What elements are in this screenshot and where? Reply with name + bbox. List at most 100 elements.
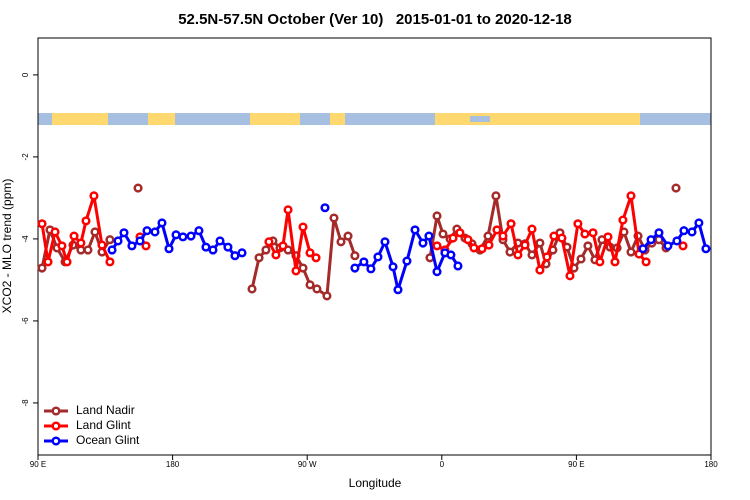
data-point bbox=[424, 231, 434, 241]
data-point bbox=[178, 232, 188, 242]
data-point bbox=[322, 291, 332, 301]
legend-swatch-point bbox=[51, 406, 61, 416]
data-point bbox=[359, 257, 369, 267]
y-axis-label: XCO2 - MLO trend (ppm) bbox=[0, 179, 14, 314]
data-point bbox=[492, 225, 502, 235]
data-point bbox=[350, 263, 360, 273]
y-tick-label: 0 bbox=[21, 72, 30, 77]
data-point bbox=[694, 218, 704, 228]
data-point bbox=[50, 227, 60, 237]
x-tick-label: 180 bbox=[166, 460, 180, 469]
data-point bbox=[366, 264, 376, 274]
plot-frame bbox=[37, 37, 712, 456]
data-point bbox=[350, 251, 360, 261]
data-point bbox=[37, 263, 47, 273]
data-point bbox=[535, 265, 545, 275]
data-point bbox=[37, 219, 47, 229]
data-point bbox=[329, 213, 339, 223]
data-point bbox=[388, 262, 398, 272]
data-point bbox=[90, 227, 100, 237]
ocean-patch bbox=[38, 113, 52, 125]
data-point bbox=[133, 183, 143, 193]
data-point bbox=[671, 183, 681, 193]
data-point bbox=[105, 257, 115, 267]
data-point bbox=[678, 241, 688, 251]
data-point bbox=[418, 238, 428, 248]
y-tick-label: -8 bbox=[21, 399, 30, 407]
data-point bbox=[679, 226, 689, 236]
data-point bbox=[107, 245, 117, 255]
data-point bbox=[527, 224, 537, 234]
x-tick-label: 180 bbox=[704, 460, 718, 469]
y-tick-label: -4 bbox=[21, 235, 30, 243]
series bbox=[107, 203, 711, 295]
data-point bbox=[291, 266, 301, 276]
data-point bbox=[164, 244, 174, 254]
data-point bbox=[506, 219, 516, 229]
data-point bbox=[595, 257, 605, 267]
data-point bbox=[62, 257, 72, 267]
data-point bbox=[483, 231, 493, 241]
ocean-patch bbox=[345, 113, 435, 125]
data-point bbox=[520, 240, 530, 250]
data-point bbox=[89, 191, 99, 201]
data-point bbox=[393, 285, 403, 295]
data-point bbox=[76, 238, 86, 248]
data-point bbox=[588, 228, 598, 238]
data-point bbox=[186, 231, 196, 241]
data-point bbox=[135, 236, 145, 246]
data-point bbox=[573, 219, 583, 229]
data-point bbox=[194, 226, 204, 236]
data-point bbox=[69, 231, 79, 241]
data-point bbox=[432, 241, 442, 251]
data-point bbox=[638, 244, 648, 254]
data-point bbox=[505, 247, 515, 257]
data-point bbox=[230, 251, 240, 261]
data-point bbox=[105, 235, 115, 245]
data-point bbox=[484, 240, 494, 250]
data-point bbox=[498, 231, 508, 241]
ocean-patch bbox=[175, 113, 250, 125]
data-point bbox=[312, 284, 322, 294]
chart-title: 52.5N-57.5N October (Ver 10) 2015-01-01 … bbox=[178, 11, 572, 28]
data-point bbox=[549, 231, 559, 241]
x-tick-label: 90 E bbox=[568, 460, 584, 469]
data-point bbox=[687, 227, 697, 237]
data-point bbox=[402, 256, 412, 266]
data-point bbox=[663, 241, 673, 251]
data-point bbox=[432, 211, 442, 221]
data-point bbox=[208, 245, 218, 255]
land-strip bbox=[38, 113, 711, 125]
data-point bbox=[298, 222, 308, 232]
data-point bbox=[373, 252, 383, 262]
data-point bbox=[446, 250, 456, 260]
data-point bbox=[610, 257, 620, 267]
data-point bbox=[513, 250, 523, 260]
data-point bbox=[542, 252, 552, 262]
data-point bbox=[455, 228, 465, 238]
data-point bbox=[113, 236, 123, 246]
data-point bbox=[701, 244, 711, 254]
data-point bbox=[171, 230, 181, 240]
data-point bbox=[57, 241, 67, 251]
data-point bbox=[237, 248, 247, 258]
legend-label: Land Nadir bbox=[76, 403, 135, 417]
y-tick-label: -2 bbox=[21, 153, 30, 161]
data-point bbox=[215, 236, 225, 246]
data-point bbox=[477, 244, 487, 254]
data-point bbox=[127, 241, 137, 251]
data-point bbox=[654, 228, 664, 238]
ocean-patch bbox=[470, 116, 490, 122]
data-point bbox=[311, 253, 321, 263]
data-point bbox=[305, 248, 315, 258]
data-point bbox=[491, 191, 501, 201]
ocean-patch bbox=[300, 113, 330, 125]
legend-swatch-point bbox=[51, 421, 61, 431]
data-point bbox=[432, 267, 442, 277]
data-point bbox=[76, 245, 86, 255]
data-point bbox=[343, 231, 353, 241]
data-point bbox=[626, 191, 636, 201]
data-point bbox=[453, 261, 463, 271]
